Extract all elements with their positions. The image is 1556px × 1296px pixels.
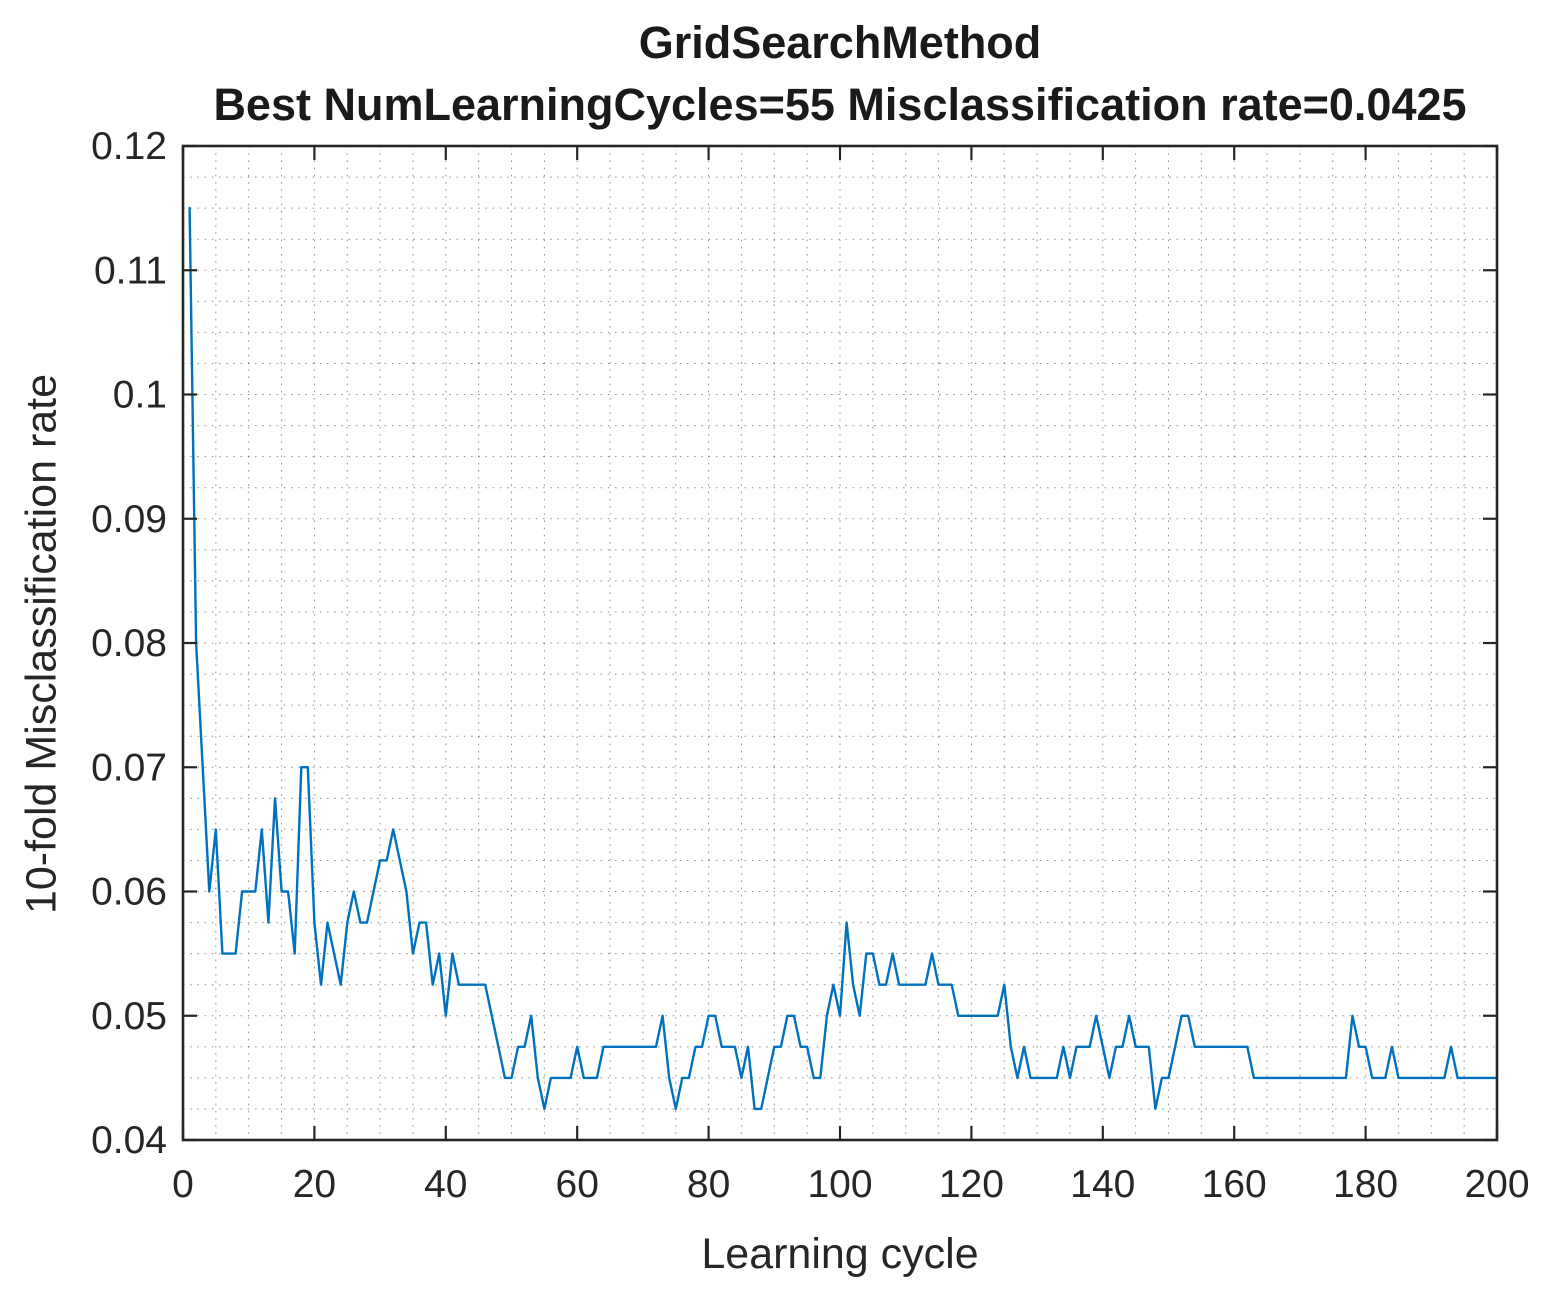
y-tick-label: 0.1 — [113, 374, 167, 417]
series-line — [188, 206, 1499, 1111]
x-tick-label: 120 — [939, 1163, 1004, 1206]
y-tick-label: 0.08 — [91, 622, 167, 665]
chart-title: GridSearchMethod — [638, 17, 1042, 68]
x-tick-label: 0 — [172, 1163, 194, 1206]
x-tick-label: 160 — [1202, 1163, 1267, 1206]
x-tick-label: 60 — [556, 1163, 599, 1206]
x-axis-label: Learning cycle — [701, 1230, 979, 1278]
y-tick-label: 0.11 — [94, 249, 167, 292]
y-tick-label: 0.12 — [91, 125, 167, 168]
y-tick-label: 0.06 — [91, 871, 167, 914]
y-tick-label: 0.07 — [91, 746, 167, 789]
x-tick-label: 80 — [687, 1163, 730, 1206]
x-tick-label: 200 — [1464, 1163, 1529, 1206]
x-tick-label: 40 — [424, 1163, 467, 1206]
x-tick-label: 100 — [807, 1163, 872, 1206]
x-tick-label: 20 — [293, 1163, 336, 1206]
x-tick-label: 180 — [1333, 1163, 1398, 1206]
y-tick-label: 0.09 — [91, 498, 167, 541]
y-tick-label: 0.05 — [91, 995, 167, 1038]
x-tick-label: 140 — [1070, 1163, 1135, 1206]
chart-subtitle: Best NumLearningCycles=55 Misclassificat… — [213, 79, 1467, 130]
y-tick-label: 0.04 — [91, 1119, 167, 1162]
